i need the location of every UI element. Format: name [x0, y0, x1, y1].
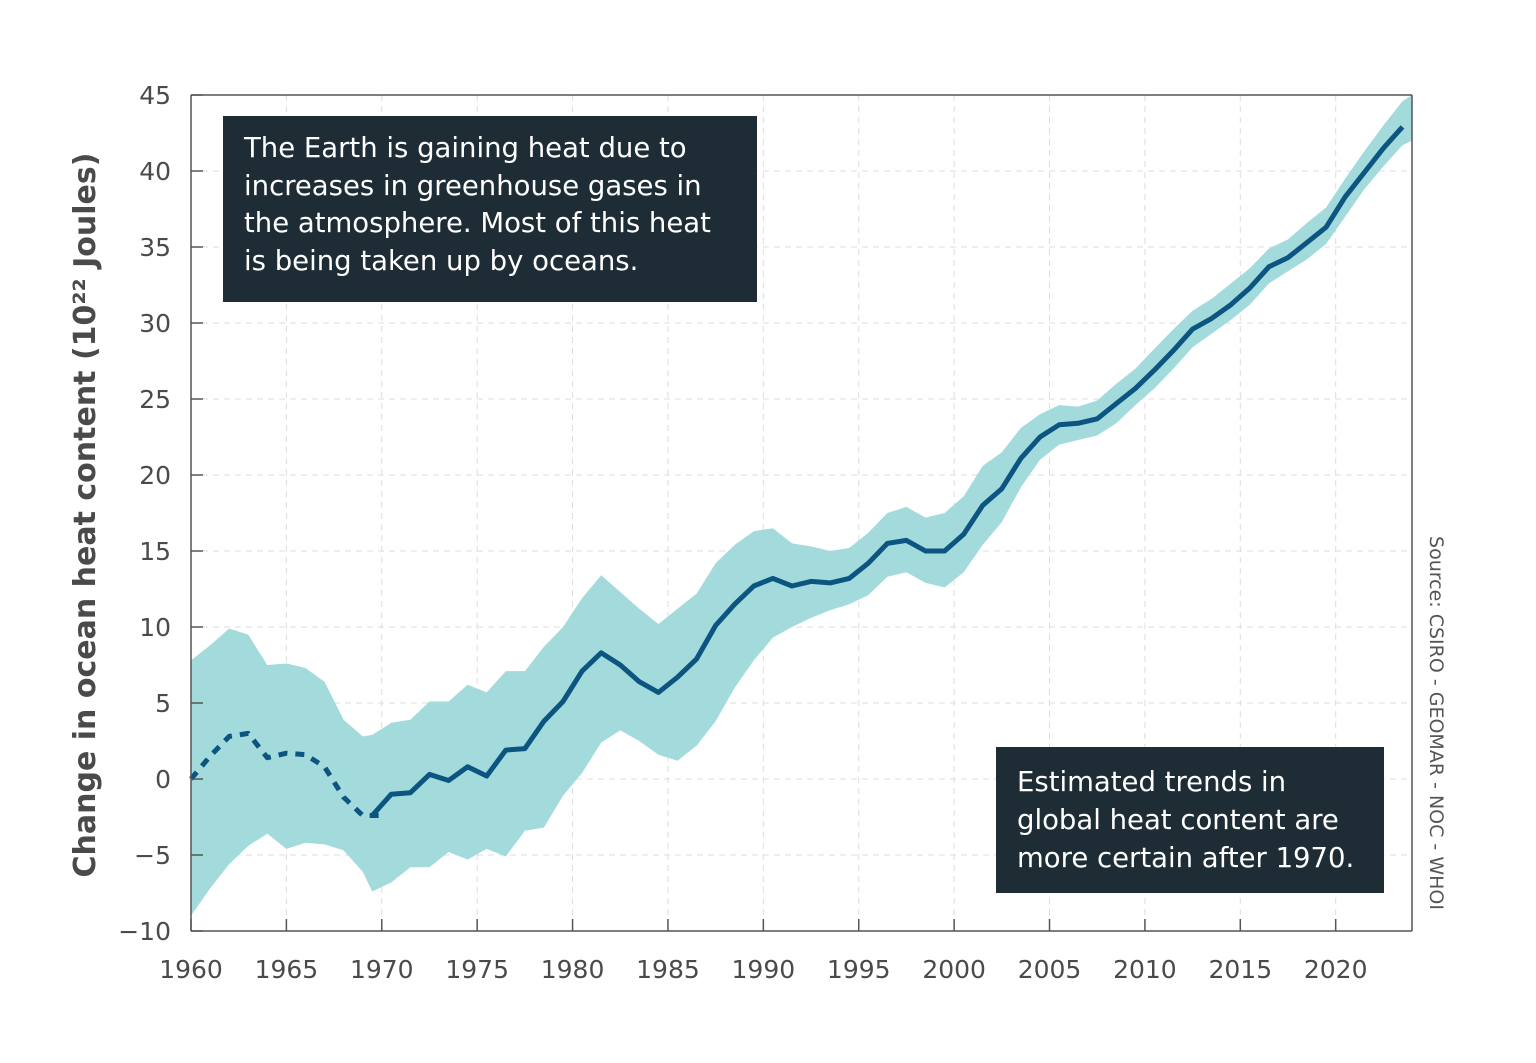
annotation-line: is being taken up by oceans. [244, 244, 639, 277]
y-tick-label: 35 [139, 233, 171, 262]
x-tick-label: 1970 [350, 955, 414, 984]
x-tick-label: 1980 [541, 955, 605, 984]
axes [190, 94, 1413, 932]
y-tick-label: 5 [155, 689, 171, 718]
x-tick-label: 2020 [1304, 955, 1368, 984]
annotation-line: increases in greenhouse gases in [244, 169, 702, 202]
annotation-line: more certain after 1970. [1017, 842, 1355, 874]
x-tick-label: 1995 [827, 955, 891, 984]
uncertainty-band-layer [191, 95, 1412, 916]
x-tick-label: 1985 [636, 955, 700, 984]
x-tick-label: 2010 [1113, 955, 1177, 984]
y-tick-label: 20 [139, 461, 171, 490]
y-tick-label: 40 [139, 157, 171, 186]
annotation-box-certainty: Estimated trends in global heat content … [996, 747, 1384, 893]
y-tick-label: 45 [139, 81, 171, 110]
x-tick-label: 1965 [255, 955, 319, 984]
y-tick-label: 0 [155, 765, 171, 794]
x-tick-label: 2005 [1018, 955, 1082, 984]
y-tick-label: −5 [134, 841, 171, 870]
x-axis-ticks: 1960 1965 1970 1975 1980 1985 1990 1995 2000 2005… [159, 919, 1368, 984]
x-tick-label: 1975 [445, 955, 509, 984]
x-tick-label: 2000 [922, 955, 986, 984]
x-tick-label: 1960 [159, 955, 223, 984]
y-tick-label: 25 [139, 385, 171, 414]
y-axis-ticks: 45 40 35 30 25 20 15 10 5 0 −5 −10 [118, 81, 203, 946]
uncertainty-band [191, 95, 1412, 916]
x-tick-label: 1990 [732, 955, 796, 984]
y-tick-label: −10 [118, 917, 171, 946]
y-axis-title: Change in ocean heat content (10²² Joule… [68, 153, 103, 878]
annotation-line: Estimated trends in [1017, 766, 1287, 798]
y-tick-label: 15 [139, 537, 171, 566]
annotation-line: global heat content are [1017, 804, 1339, 836]
y-tick-label: 30 [139, 309, 171, 338]
annotation-line: The Earth is gaining heat due to [244, 132, 687, 164]
source-credit: Source: CSIRO - GEOMAR - NOC - WHOI [1425, 536, 1447, 910]
x-tick-label: 2015 [1208, 955, 1272, 984]
annotation-line: the atmosphere. Most of this heat [244, 207, 711, 239]
annotation-box-heat-gain: The Earth is gaining heat due to increas… [223, 116, 757, 302]
y-tick-label: 10 [139, 613, 171, 642]
